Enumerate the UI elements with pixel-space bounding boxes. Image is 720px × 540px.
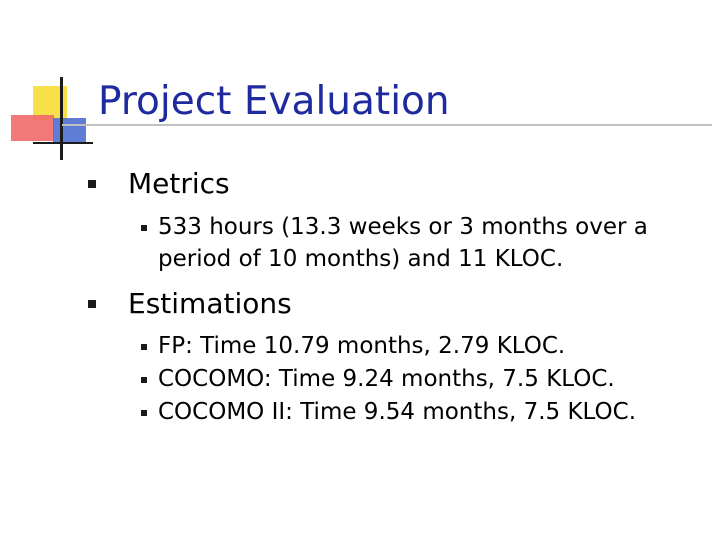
estimation-item-cocomo-ii: COCOMO II: Time 9.54 months, 7.5 KLOC. (158, 399, 637, 425)
estimation-item-fp: FP: Time 10.79 months, 2.79 KLOC. (158, 333, 566, 359)
section-heading-estimations: Estimations (128, 287, 292, 320)
bullet-square-icon (88, 180, 96, 188)
sub-bullet-square-icon (141, 344, 147, 350)
bullet-square-icon (88, 300, 96, 308)
sub-bullet-square-icon (141, 225, 147, 231)
metrics-item-line-2: period of 10 months) and 11 KLOC. (158, 246, 564, 272)
logo-horizontal-line (33, 142, 93, 144)
title-underline (62, 124, 712, 126)
metrics-item-line-1: 533 hours (13.3 weeks or 3 months over a (158, 214, 648, 240)
sub-bullet-square-icon (141, 377, 147, 383)
logo-blue-square (53, 118, 86, 143)
sub-bullet-square-icon (141, 410, 147, 416)
logo-vertical-line (60, 77, 63, 160)
section-heading-metrics: Metrics (128, 167, 230, 200)
decorative-logo (0, 0, 110, 170)
estimation-item-cocomo: COCOMO: Time 9.24 months, 7.5 KLOC. (158, 366, 615, 392)
logo-red-square (11, 115, 54, 141)
slide-title: Project Evaluation (98, 79, 450, 124)
